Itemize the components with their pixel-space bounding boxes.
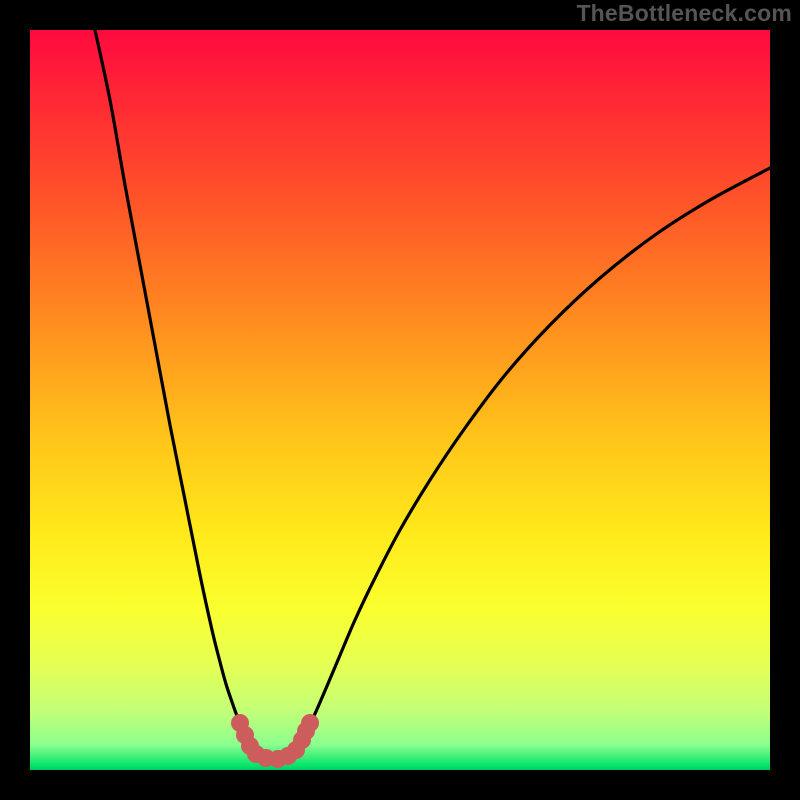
- watermark-text: TheBottleneck.com: [576, 0, 792, 27]
- plot-svg: [30, 30, 770, 770]
- canvas-root: TheBottleneck.com: [0, 0, 800, 800]
- plot-area: [30, 30, 770, 770]
- bottleneck-curve: [95, 30, 770, 759]
- minimum-marker: [301, 714, 319, 732]
- minimum-markers: [231, 714, 319, 768]
